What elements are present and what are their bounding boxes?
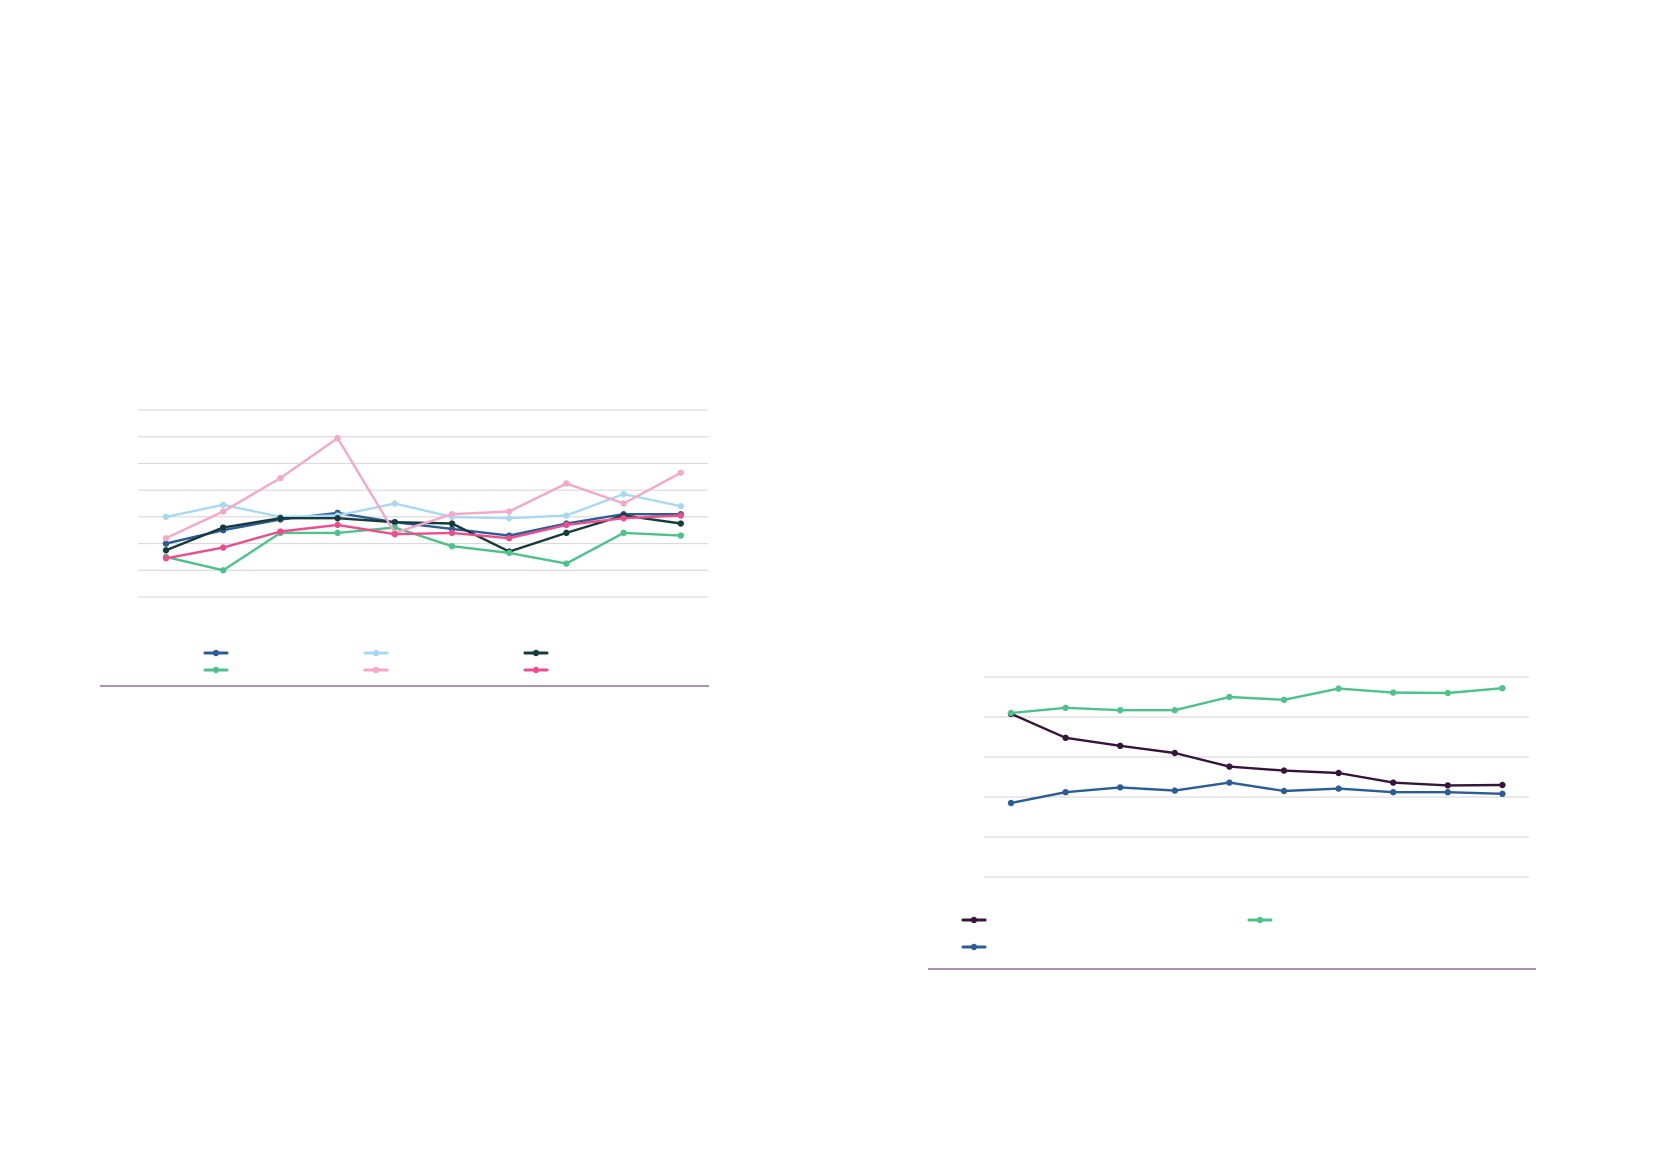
data-point-s3-7 [1335, 785, 1342, 792]
data-point-s1-3 [1117, 742, 1124, 749]
data-point-s1-8 [1390, 779, 1397, 786]
legend-swatch-marker-5 [372, 666, 380, 674]
data-point-s4-9 [620, 529, 627, 537]
data-point-s2-7 [1335, 685, 1342, 692]
data-point-s6-1 [162, 555, 170, 562]
data-point-s2-5 [391, 500, 398, 507]
data-point-s5-1 [162, 535, 170, 542]
data-point-s5-3 [277, 474, 284, 482]
data-point-s2-8 [563, 512, 570, 519]
data-point-s3-5 [391, 519, 398, 526]
data-point-s4-4 [334, 529, 341, 537]
data-point-s2-7 [506, 514, 513, 522]
data-point-s3-8 [1390, 789, 1397, 796]
data-point-s6-5 [391, 531, 398, 538]
data-point-s3-1 [162, 547, 170, 554]
data-point-s6-10 [677, 512, 684, 519]
legend-swatch-marker-4 [212, 666, 220, 674]
legend-swatch-marker-1 [212, 649, 220, 657]
data-point-s6-4 [334, 521, 341, 529]
data-point-s5-2 [220, 508, 227, 515]
data-point-s3-3 [1117, 784, 1124, 791]
data-point-s5-6 [448, 510, 456, 518]
legend-swatch-marker-1 [970, 916, 978, 924]
data-point-s2-4 [1171, 707, 1179, 714]
data-point-s3-4 [1171, 787, 1179, 794]
data-point-s5-8 [563, 480, 570, 487]
data-point-s2-9 [1444, 689, 1452, 697]
data-point-s2-9 [620, 490, 627, 498]
data-point-s3-6 [1280, 787, 1288, 795]
data-point-s5-4 [334, 434, 341, 442]
data-point-s3-1 [1007, 799, 1015, 807]
data-point-s4-7 [506, 549, 513, 557]
series-line-5 [164, 436, 682, 540]
legend-swatch-marker-2 [1256, 916, 1264, 924]
data-point-s2-2 [1062, 704, 1069, 711]
data-point-s2-1 [162, 513, 170, 521]
data-point-s3-5 [1226, 779, 1233, 786]
data-point-s3-2 [220, 524, 227, 531]
legend-swatch-marker-2 [372, 649, 380, 657]
series-line-6 [164, 514, 682, 560]
data-point-s1-6 [1280, 767, 1288, 774]
data-point-s1-1 [162, 540, 170, 547]
data-point-s2-6 [1280, 696, 1288, 703]
data-point-s5-9 [620, 500, 627, 507]
data-point-s6-6 [448, 529, 456, 537]
data-point-s1-10 [1499, 781, 1506, 789]
legend-swatch-marker-6 [532, 666, 540, 674]
data-point-s2-10 [677, 502, 684, 510]
data-point-s2-8 [1390, 689, 1397, 696]
data-point-s4-2 [220, 567, 227, 574]
data-point-s4-10 [677, 532, 684, 539]
data-point-s3-4 [334, 514, 341, 522]
data-point-s1-9 [1444, 782, 1452, 789]
data-point-s3-9 [1444, 789, 1452, 796]
series-line-2 [164, 492, 682, 520]
data-point-s1-5 [1226, 763, 1233, 770]
data-point-s2-3 [1117, 707, 1124, 714]
data-point-s3-10 [1499, 790, 1506, 797]
series-line-4 [164, 526, 682, 572]
data-point-s3-6 [448, 520, 456, 527]
line-chart-right [928, 676, 1536, 970]
data-point-s6-9 [620, 514, 627, 522]
series-line-3 [1009, 781, 1504, 805]
data-point-s2-2 [220, 501, 227, 509]
data-point-s1-4 [1171, 749, 1179, 757]
data-point-s5-10 [677, 469, 684, 476]
data-point-s2-10 [1499, 685, 1506, 692]
data-point-s4-8 [563, 560, 570, 567]
data-point-s3-8 [563, 529, 570, 537]
series-line-2 [1009, 687, 1504, 715]
legend-swatch-marker-3 [532, 649, 540, 657]
data-point-s3-2 [1062, 789, 1069, 796]
data-point-s6-7 [506, 535, 513, 542]
data-point-s6-3 [277, 528, 284, 535]
data-point-s1-7 [1335, 769, 1342, 777]
data-point-s4-6 [448, 543, 456, 550]
data-point-s1-2 [1062, 734, 1069, 741]
data-point-s2-1 [1007, 709, 1015, 717]
series-line-1 [164, 511, 682, 545]
legend-swatch-marker-3 [970, 943, 978, 951]
series-line-1 [1009, 712, 1504, 787]
data-point-s3-3 [277, 514, 284, 522]
line-chart-left [100, 409, 709, 687]
data-point-s2-5 [1226, 693, 1233, 701]
data-point-s3-10 [677, 520, 684, 527]
data-point-s6-2 [220, 544, 227, 551]
data-point-s6-8 [563, 521, 570, 529]
data-point-s5-7 [506, 508, 513, 515]
